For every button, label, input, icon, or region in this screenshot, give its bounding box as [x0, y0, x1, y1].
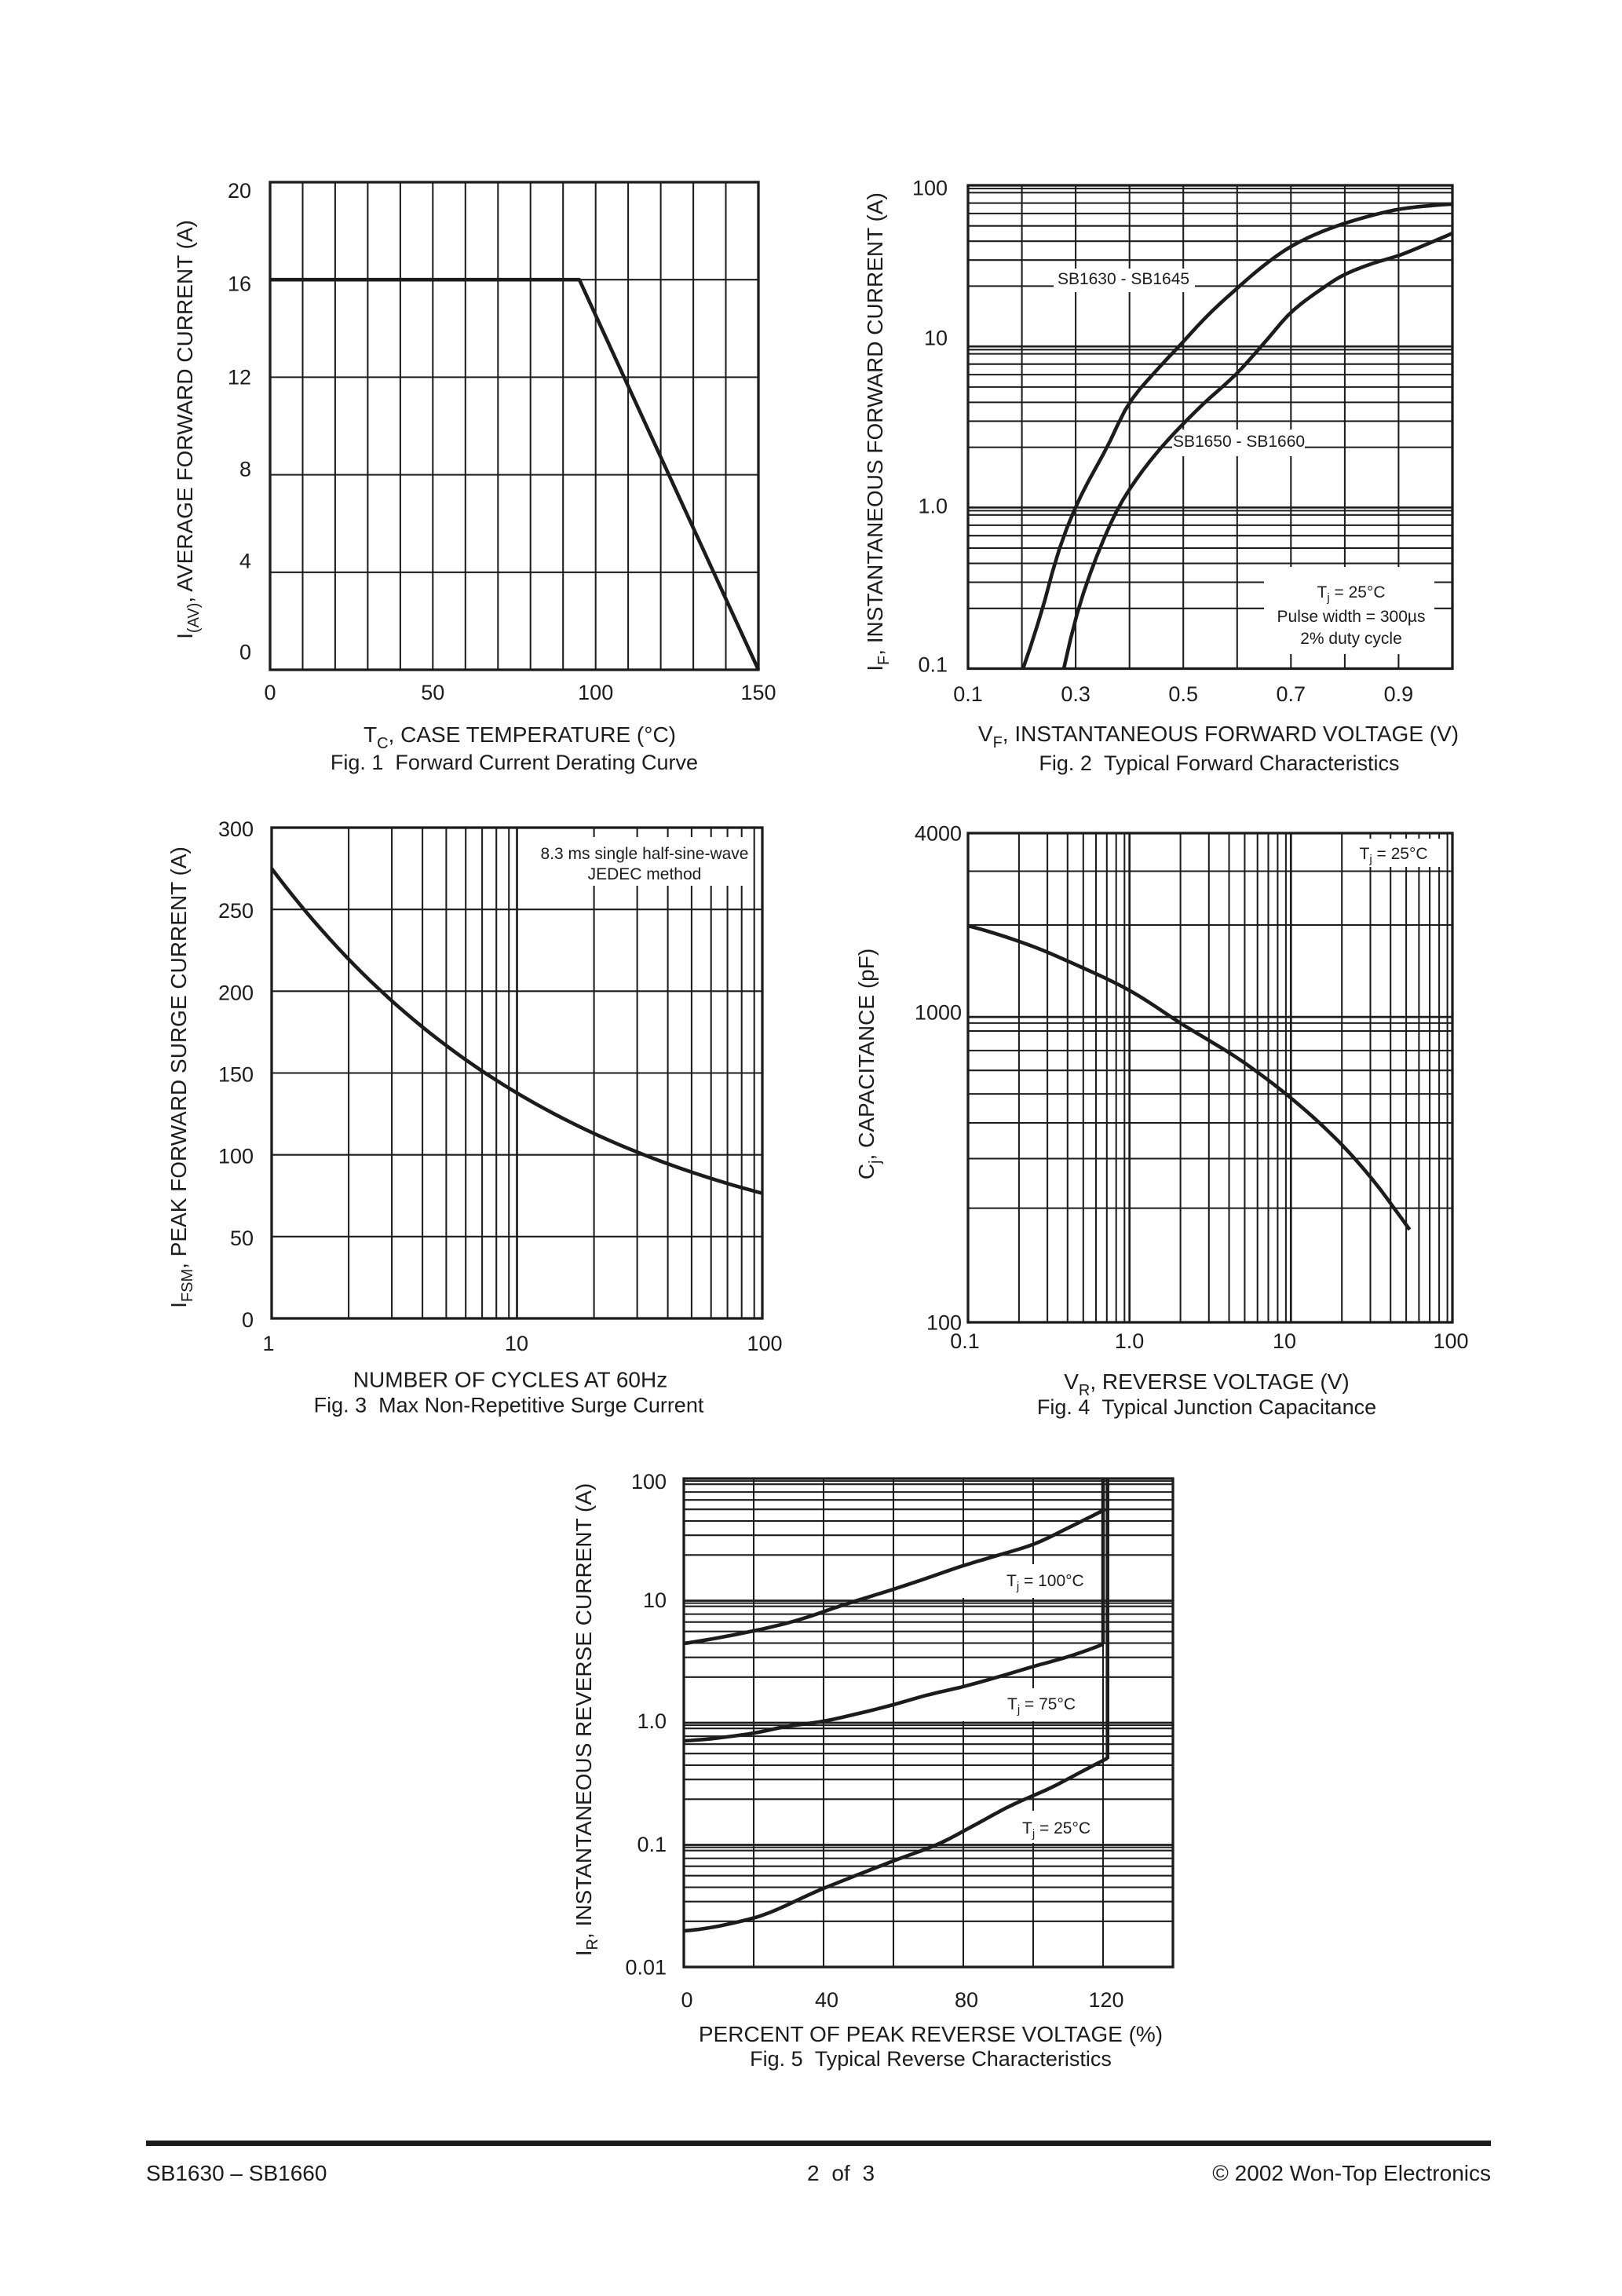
svg-text:12: 12 — [228, 366, 251, 389]
svg-text:0.9: 0.9 — [1384, 682, 1414, 706]
svg-text:10: 10 — [1273, 1329, 1296, 1353]
svg-text:150: 150 — [740, 681, 776, 704]
svg-text:0: 0 — [264, 681, 276, 704]
svg-text:2% duty cycle: 2% duty cycle — [1300, 630, 1402, 648]
svg-text:PERCENT OF PEAK REVERSE VOLTAG: PERCENT OF PEAK REVERSE VOLTAGE (%) — [699, 2022, 1163, 2046]
svg-text:300: 300 — [218, 817, 254, 841]
svg-text:SB1630 - SB1645: SB1630 - SB1645 — [1058, 270, 1189, 288]
svg-text:0.7: 0.7 — [1277, 682, 1306, 706]
svg-text:1000: 1000 — [915, 1001, 962, 1025]
svg-text:0: 0 — [681, 1988, 692, 2012]
svg-text:Fig. 2 Typical Forward Charac: Fig. 2 Typical Forward Characteristics — [1039, 751, 1399, 775]
svg-text:NUMBER OF CYCLES AT 60Hz: NUMBER OF CYCLES AT 60Hz — [353, 1368, 667, 1392]
svg-text:1: 1 — [262, 1332, 274, 1355]
svg-text:Tj = 25°C: Tj = 25°C — [1022, 1819, 1090, 1841]
svg-text:50: 50 — [421, 681, 444, 704]
svg-text:100: 100 — [578, 681, 613, 704]
svg-text:8: 8 — [239, 458, 251, 481]
svg-text:0.3: 0.3 — [1061, 682, 1090, 706]
svg-text:Pulse width = 300µs: Pulse width = 300µs — [1277, 608, 1426, 626]
svg-text:100: 100 — [631, 1470, 667, 1493]
svg-text:Fig. 3 Max Non-Repetitive Sur: Fig. 3 Max Non-Repetitive Surge Current — [314, 1394, 704, 1417]
svg-text:Tj = 75°C: Tj = 75°C — [1007, 1695, 1076, 1717]
svg-text:16: 16 — [228, 272, 251, 296]
svg-text:8.3 ms single half-sine-wave: 8.3 ms single half-sine-wave — [541, 845, 749, 863]
svg-text:1.0: 1.0 — [1115, 1329, 1145, 1353]
svg-text:0.1: 0.1 — [918, 653, 948, 677]
svg-text:250: 250 — [218, 899, 254, 923]
svg-text:Fig. 4 Typical Junction Capac: Fig. 4 Typical Junction Capacitance — [1037, 1395, 1376, 1419]
svg-text:0.01: 0.01 — [625, 1956, 667, 1980]
svg-text:50: 50 — [230, 1227, 254, 1250]
svg-text:40: 40 — [815, 1988, 838, 2012]
svg-text:SB1630 – SB1660: SB1630 – SB1660 — [146, 2161, 327, 2185]
svg-text:0.1: 0.1 — [637, 1833, 667, 1856]
svg-text:150: 150 — [218, 1063, 254, 1087]
svg-text:2 of 3: 2 of 3 — [807, 2161, 875, 2185]
svg-text:Fig. 1 Forward Current Derati: Fig. 1 Forward Current Derating Curve — [331, 751, 698, 774]
svg-text:Fig. 5 Typical Reverse Charac: Fig. 5 Typical Reverse Characteristics — [750, 2047, 1112, 2071]
svg-text:120: 120 — [1088, 1988, 1123, 2012]
svg-text:200: 200 — [218, 981, 254, 1004]
svg-text:10: 10 — [924, 327, 948, 350]
svg-text:0: 0 — [239, 641, 251, 664]
svg-text:100: 100 — [912, 177, 948, 200]
svg-text:80: 80 — [955, 1988, 978, 2012]
svg-text:100: 100 — [926, 1311, 962, 1335]
svg-text:0.1: 0.1 — [950, 1329, 980, 1353]
svg-text:20: 20 — [228, 179, 251, 203]
svg-text:4: 4 — [239, 550, 251, 573]
svg-text:0.1: 0.1 — [953, 682, 983, 706]
svg-text:10: 10 — [505, 1332, 528, 1355]
svg-text:100: 100 — [1433, 1329, 1468, 1353]
svg-text:1.0: 1.0 — [918, 495, 948, 518]
svg-text:SB1650 - SB1660: SB1650 - SB1660 — [1173, 433, 1305, 451]
svg-text:Tj = 100°C: Tj = 100°C — [1006, 1572, 1084, 1593]
svg-text:100: 100 — [747, 1332, 782, 1355]
svg-text:0.5: 0.5 — [1168, 682, 1198, 706]
svg-text:0: 0 — [242, 1308, 254, 1332]
svg-text:10: 10 — [643, 1589, 667, 1612]
svg-text:1.0: 1.0 — [637, 1709, 667, 1733]
svg-text:100: 100 — [218, 1145, 254, 1168]
svg-text:© 2002 Won-Top Electronics: © 2002 Won-Top Electronics — [1212, 2161, 1491, 2185]
svg-text:4000: 4000 — [915, 822, 962, 846]
svg-text:JEDEC method: JEDEC method — [588, 865, 702, 883]
